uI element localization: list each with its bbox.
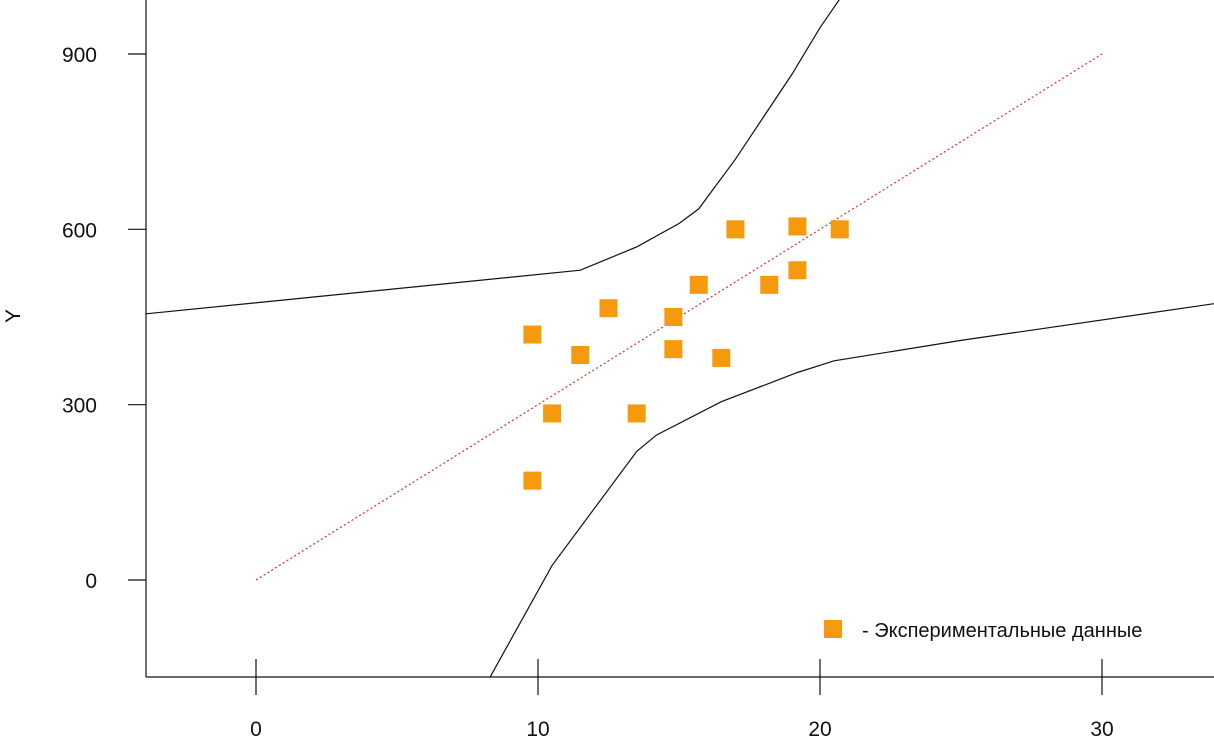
legend: - Экспериментальные данные [824,620,1142,642]
y-tick-label: 900 [62,44,97,67]
x-tick-label: 10 [526,718,549,740]
data-point [712,348,731,367]
x-tick-label: 30 [1090,718,1113,740]
data-point [726,220,745,239]
y-tick-label: 600 [62,219,97,242]
upper-band-line [146,0,840,315]
y-tick-label: 0 [85,570,97,593]
y-tick-label: 300 [62,395,97,418]
y-axis-label: Y [2,309,25,323]
data-point [543,404,562,423]
data-point [627,404,646,423]
x-tick-label: 20 [808,718,831,740]
data-point [788,261,807,280]
legend-swatch-icon [824,620,842,638]
axes-group [128,0,1214,695]
data-point [664,308,683,326]
confidence-bands [146,0,1214,677]
data-point [523,325,542,344]
data-point [830,220,849,239]
data-point [689,275,708,294]
data-point [788,217,807,236]
lower-band-line [489,303,1214,677]
x-tick-label: 0 [250,718,262,740]
data-points [523,217,849,490]
data-point [599,299,618,318]
data-point [760,275,779,294]
data-point [523,471,542,490]
data-point [571,345,590,364]
legend-label: - Экспериментальные данные [862,620,1142,642]
data-point [664,340,683,359]
